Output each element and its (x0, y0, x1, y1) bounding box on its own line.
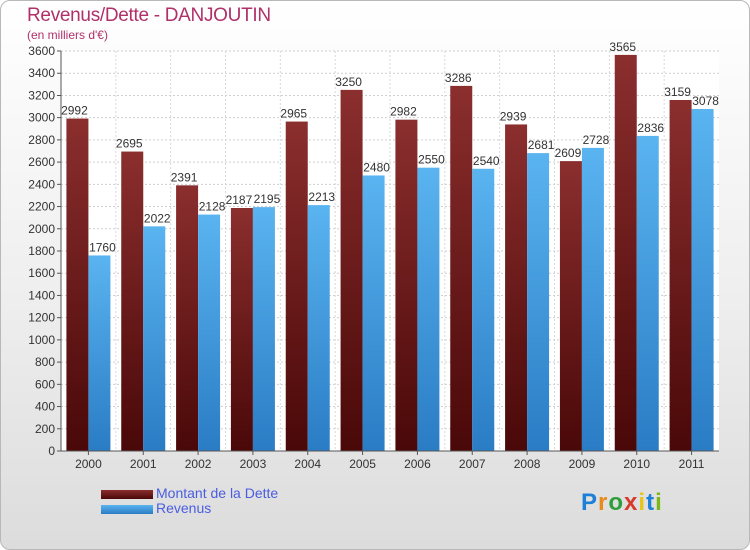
logo-letter: P (581, 489, 599, 516)
bar-dette (395, 119, 418, 452)
x-tick-label: 2002 (185, 457, 212, 471)
data-label: 2195 (254, 192, 281, 206)
data-label: 3078 (692, 94, 719, 108)
bar-dette (230, 208, 253, 451)
bar-revenus (472, 168, 495, 451)
x-tick-label: 2006 (404, 457, 431, 471)
data-label: 2939 (500, 109, 527, 123)
data-label: 2187 (226, 193, 253, 207)
legend-swatch-dette (101, 490, 153, 499)
y-tick-label: 200 (35, 422, 55, 436)
x-tick-label: 2001 (130, 457, 157, 471)
bar-revenus (88, 255, 111, 451)
data-label: 2728 (583, 133, 610, 147)
bar-dette (450, 85, 473, 451)
data-label: 2128 (199, 200, 226, 214)
bar-dette (669, 100, 692, 451)
x-tick-label: 2000 (75, 457, 102, 471)
x-tick-label: 2008 (514, 457, 541, 471)
chart-title: Revenus/Dette - DANJOUTIN (27, 5, 271, 26)
bar-dette (285, 121, 308, 452)
data-label: 1760 (89, 240, 116, 254)
y-tick-label: 2800 (28, 133, 55, 147)
y-tick-label: 1200 (28, 311, 55, 325)
logo-letter: r (598, 489, 609, 516)
y-tick-label: 2400 (28, 177, 55, 191)
data-label: 2391 (171, 170, 198, 184)
data-label: 2550 (418, 153, 445, 167)
bar-dette (505, 124, 528, 451)
bar-revenus (581, 147, 604, 451)
logo-letter: o (608, 489, 625, 516)
data-label: 2213 (308, 190, 335, 204)
bar-dette (121, 151, 144, 452)
bar-revenus (362, 175, 385, 451)
logo-letter: i (638, 489, 647, 516)
x-tick-label: 2007 (459, 457, 486, 471)
bar-dette (614, 54, 637, 452)
y-tick-label: 0 (48, 444, 55, 458)
bar-revenus (527, 153, 550, 451)
data-label: 2681 (528, 138, 555, 152)
y-tick-label: 2600 (28, 155, 55, 169)
legend-label-revenus: Revenus (156, 500, 212, 516)
bar-dette (559, 161, 582, 451)
bar-revenus (636, 135, 659, 451)
proxiti-logo: Proxiti (581, 489, 663, 517)
logo-letter: t (646, 489, 656, 516)
y-tick-label: 3600 (28, 44, 55, 58)
y-tick-label: 600 (35, 377, 55, 391)
bar-dette (66, 118, 89, 452)
data-label: 2965 (280, 107, 307, 121)
data-label: 2982 (390, 105, 417, 119)
y-tick-label: 1600 (28, 266, 55, 280)
data-label: 2695 (116, 137, 143, 151)
data-label: 3286 (445, 71, 472, 85)
y-tick-label: 3400 (28, 66, 55, 80)
bar-revenus (143, 226, 166, 451)
data-label: 2992 (61, 104, 88, 118)
bar-revenus (252, 207, 275, 451)
y-tick-label: 3200 (28, 88, 55, 102)
data-label: 2836 (637, 121, 664, 135)
y-tick-label: 800 (35, 355, 55, 369)
bar-revenus (307, 205, 330, 451)
data-label: 2480 (363, 160, 390, 174)
y-tick-label: 2000 (28, 222, 55, 236)
data-label: 2609 (555, 146, 582, 160)
x-tick-label: 2010 (623, 457, 650, 471)
legend-label-dette: Montant de la Dette (156, 485, 279, 501)
x-tick-label: 2011 (679, 457, 705, 471)
y-tick-label: 1000 (28, 333, 55, 347)
y-tick-label: 1400 (28, 288, 55, 302)
chart-subtitle: (en milliers d'€) (27, 28, 108, 42)
y-tick-label: 1800 (28, 244, 55, 258)
bar-dette (340, 89, 363, 451)
data-label: 2022 (144, 211, 171, 225)
logo-letter: x (624, 489, 639, 516)
data-label: 3159 (664, 85, 691, 99)
y-tick-label: 2200 (28, 200, 55, 214)
data-label: 3250 (335, 75, 362, 89)
bar-revenus (691, 109, 714, 451)
x-tick-label: 2003 (240, 457, 267, 471)
bar-dette (176, 185, 199, 452)
x-tick-label: 2009 (569, 457, 596, 471)
bar-revenus (417, 167, 440, 451)
logo-letter: i (655, 489, 663, 516)
x-tick-label: 2005 (349, 457, 376, 471)
y-tick-label: 400 (35, 400, 55, 414)
legend-swatch-revenus (101, 505, 153, 514)
data-label: 2540 (473, 154, 500, 168)
bar-revenus (198, 214, 221, 451)
y-tick-label: 3000 (28, 111, 55, 125)
data-label: 3565 (609, 40, 636, 54)
x-tick-label: 2004 (294, 457, 321, 471)
